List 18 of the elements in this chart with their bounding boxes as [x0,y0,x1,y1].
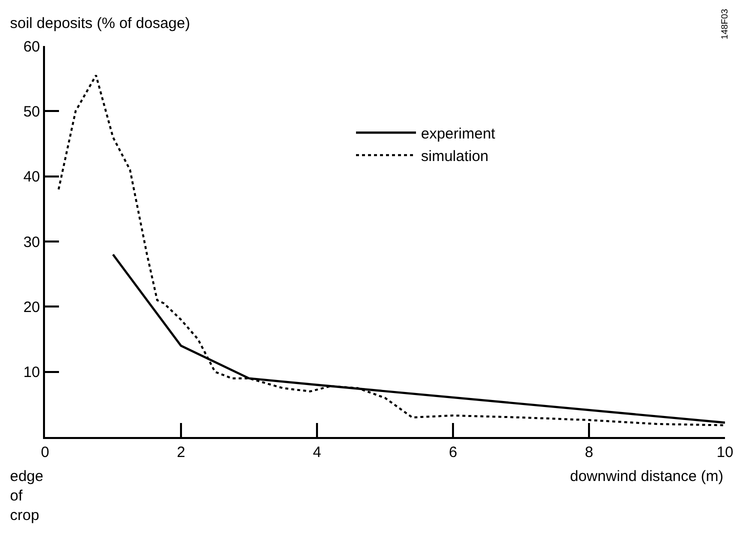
y-tick-label: 50 [23,103,40,120]
x-axis-title: downwind distance (m) [570,468,724,485]
y-tick-label: 40 [23,168,40,186]
legend-label: simulation [421,148,489,165]
x-tick-label: 2 [176,444,186,461]
y-tick-label: 20 [23,298,40,316]
x-tick-label: 4 [312,444,322,461]
x-tick-label: 6 [448,444,458,461]
text: edge of crop [10,468,44,524]
x-tick-label: 10 [716,444,734,461]
x-tick-label: 8 [584,444,594,461]
text: 148F03 [720,8,730,40]
y-tick-label: 30 [23,234,40,251]
legend-label: experiment [421,125,496,142]
y-tick-label: 60 [23,38,40,56]
y-tick-label: 10 [23,364,40,382]
x-tick-label: 0 [40,444,50,461]
y-axis-title: soil deposits (% of dosage) [10,15,190,32]
